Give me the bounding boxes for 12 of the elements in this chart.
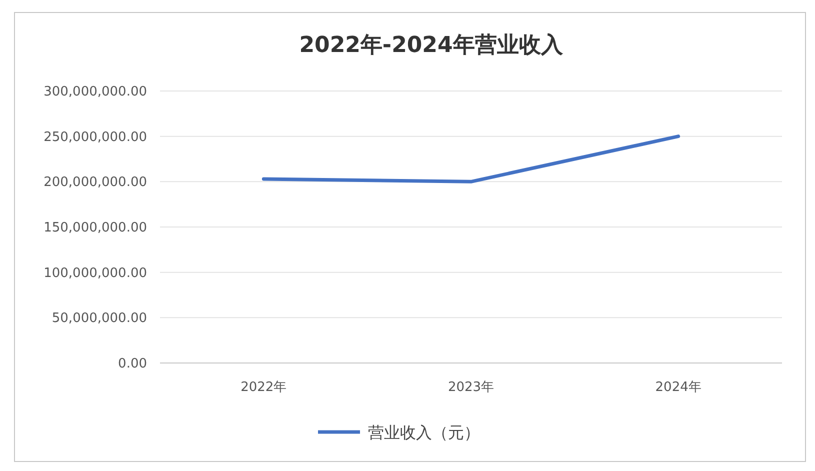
y-tick-label: 250,000,000.00 xyxy=(44,130,147,145)
x-tick-label: 2023年 xyxy=(448,380,494,395)
y-tick-label: 0.00 xyxy=(118,356,147,372)
y-tick-label: 300,000,000.00 xyxy=(44,84,147,100)
x-tick-label: 2024年 xyxy=(655,380,702,395)
legend-label: 营业收入（元） xyxy=(368,423,480,442)
y-tick-label: 50,000,000.00 xyxy=(52,311,147,326)
y-tick-label: 150,000,000.00 xyxy=(44,220,147,236)
y-tick-label: 200,000,000.00 xyxy=(44,175,147,190)
x-tick-label: 2022年 xyxy=(240,380,287,395)
chart-title: 2022年-2024年营业收入 xyxy=(299,33,564,58)
y-tick-label: 100,000,000.00 xyxy=(44,266,147,281)
